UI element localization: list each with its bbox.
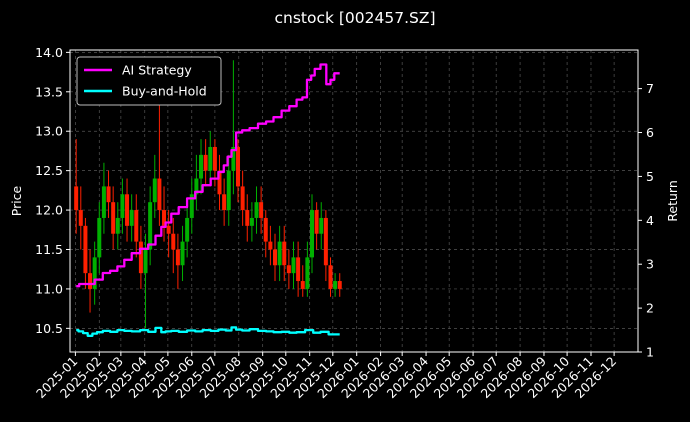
y-tick-label: 13.5 [35, 84, 63, 99]
legend-box [76, 56, 222, 106]
candle-body [328, 265, 333, 289]
candle-body [226, 170, 231, 211]
y2-tick-label: 7 [646, 81, 654, 96]
candle-body [97, 217, 102, 258]
candle-body [162, 210, 167, 226]
candle-body [286, 265, 291, 274]
candle-body [259, 202, 264, 218]
y2-tick-label: 6 [646, 125, 654, 140]
buy-and-hold-line [76, 326, 340, 337]
candle-body [323, 217, 328, 266]
candle-body [143, 249, 148, 274]
candle-body [78, 210, 83, 226]
candle-body [101, 186, 106, 218]
candle-body [111, 202, 116, 234]
candlesticks [74, 60, 342, 329]
candle-body [333, 281, 338, 289]
candle-body [194, 178, 199, 195]
legend-label-buy-and-hold: Buy-and-Hold [122, 84, 207, 99]
y2-tick-label: 5 [646, 169, 654, 184]
candle-body [175, 249, 180, 266]
candle-body [166, 225, 171, 234]
y-tick-label: 11.0 [35, 281, 63, 296]
candle-body [245, 210, 250, 226]
candle-body [319, 217, 324, 234]
candle-body [236, 146, 241, 187]
y-axis-label: Price [9, 185, 24, 216]
candle-body [231, 146, 236, 171]
candle-body [106, 186, 111, 203]
y-tick-label: 12.0 [35, 203, 63, 218]
candle-body [83, 225, 88, 274]
chart-title: cnstock [002457.SZ] [274, 9, 435, 27]
y2-tick-label: 1 [646, 345, 654, 360]
candle-body [217, 170, 222, 195]
ai-strategy-line [76, 63, 340, 288]
candle-body [249, 217, 254, 226]
candle-body [291, 257, 296, 274]
candle-body [171, 233, 176, 250]
candle-body [277, 241, 282, 266]
candle-body [254, 202, 259, 218]
y-axis-ticks: 10.5 11.0 11.5 12.0 12.5 13.0 13.5 14.0 [35, 45, 70, 336]
candle-body [199, 154, 204, 179]
candle-body [189, 194, 194, 218]
candle-body [185, 217, 190, 242]
candle-body [74, 186, 79, 211]
candle-body [148, 202, 153, 250]
candle-body [180, 241, 185, 266]
candle-body [240, 186, 245, 211]
candle-body [273, 249, 278, 266]
candle-body [300, 281, 305, 289]
legend-label-ai-strategy: AI Strategy [122, 63, 192, 78]
candle-body [208, 146, 213, 171]
y-tick-label: 13.0 [35, 124, 63, 139]
candle-body [134, 210, 139, 242]
y-tick-label: 11.5 [35, 242, 63, 257]
y2-axis-label: Return [665, 180, 680, 221]
candle-body [157, 178, 162, 211]
y-tick-label: 10.5 [35, 321, 63, 336]
candle-body [203, 154, 208, 171]
candle-body [212, 146, 217, 171]
candle-body [263, 217, 268, 242]
y2-tick-label: 3 [646, 257, 654, 272]
candle-body [120, 194, 125, 218]
candle-body [309, 210, 314, 258]
candle-body [222, 194, 227, 211]
legend: AI Strategy Buy-and-Hold [76, 56, 222, 106]
y2-axis-ticks: 1 2 3 4 5 6 7 [638, 81, 654, 360]
candle-body [129, 210, 134, 226]
y2-tick-label: 2 [646, 301, 654, 316]
plot-frame [69, 49, 639, 353]
candle-body [337, 281, 342, 289]
candle-body [305, 257, 310, 289]
candle-body [296, 257, 301, 282]
series-lines [76, 63, 340, 337]
candle-body [152, 178, 157, 203]
candle-body [125, 194, 130, 226]
y-tick-label: 14.0 [35, 45, 63, 60]
candle-body [115, 217, 120, 234]
candle-body [282, 241, 287, 266]
candle-body [138, 241, 143, 274]
y-tick-label: 12.5 [35, 163, 63, 178]
candle-body [314, 210, 319, 234]
y2-tick-label: 4 [646, 213, 654, 228]
candle-body [88, 273, 93, 289]
candle-body [268, 241, 273, 250]
candle-body [92, 257, 97, 289]
